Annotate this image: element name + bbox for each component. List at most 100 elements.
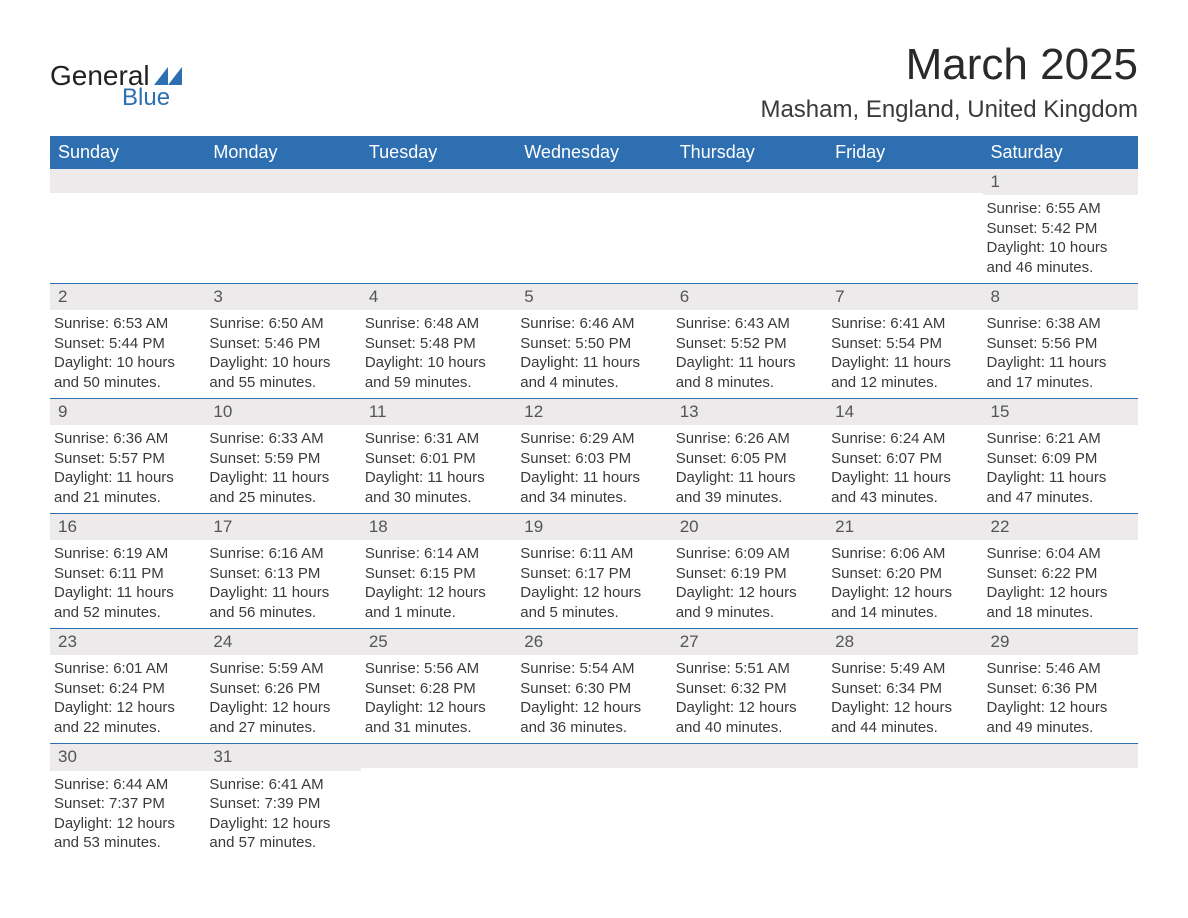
sunrise-line: Sunrise: 5:59 AM xyxy=(209,659,356,679)
daylight-line: Daylight: 12 hours and 49 minutes. xyxy=(987,698,1134,737)
day-cell: 28Sunrise: 5:49 AMSunset: 6:34 PMDayligh… xyxy=(827,629,982,743)
daylight-line: Daylight: 11 hours and 43 minutes. xyxy=(831,468,978,507)
sunset-line: Sunset: 7:37 PM xyxy=(54,794,201,814)
daylight-line: Daylight: 10 hours and 59 minutes. xyxy=(365,353,512,392)
daylight-line: Daylight: 10 hours and 55 minutes. xyxy=(209,353,356,392)
day-cell-empty xyxy=(50,169,205,283)
day-cell: 14Sunrise: 6:24 AMSunset: 6:07 PMDayligh… xyxy=(827,399,982,513)
sunrise-line: Sunrise: 6:11 AM xyxy=(520,544,667,564)
daylight-line: Daylight: 12 hours and 57 minutes. xyxy=(209,814,356,853)
logo: General Blue xyxy=(50,60,182,112)
day-number: 11 xyxy=(361,399,516,425)
day-cell: 21Sunrise: 6:06 AMSunset: 6:20 PMDayligh… xyxy=(827,514,982,628)
day-cell: 12Sunrise: 6:29 AMSunset: 6:03 PMDayligh… xyxy=(516,399,671,513)
sunrise-line: Sunrise: 5:46 AM xyxy=(987,659,1134,679)
day-number: 2 xyxy=(50,284,205,310)
daylight-line: Daylight: 12 hours and 36 minutes. xyxy=(520,698,667,737)
sunset-line: Sunset: 5:56 PM xyxy=(987,334,1134,354)
day-number xyxy=(361,169,516,193)
sunrise-line: Sunrise: 6:04 AM xyxy=(987,544,1134,564)
day-cell: 18Sunrise: 6:14 AMSunset: 6:15 PMDayligh… xyxy=(361,514,516,628)
logo-shape-icon xyxy=(154,65,182,85)
daylight-line: Daylight: 11 hours and 8 minutes. xyxy=(676,353,823,392)
sunset-line: Sunset: 6:20 PM xyxy=(831,564,978,584)
sunset-line: Sunset: 5:48 PM xyxy=(365,334,512,354)
day-cell: 30Sunrise: 6:44 AMSunset: 7:37 PMDayligh… xyxy=(50,744,205,858)
sunrise-line: Sunrise: 6:53 AM xyxy=(54,314,201,334)
sunset-line: Sunset: 6:11 PM xyxy=(54,564,201,584)
day-number: 30 xyxy=(50,744,205,770)
daylight-line: Daylight: 11 hours and 21 minutes. xyxy=(54,468,201,507)
sunrise-line: Sunrise: 5:49 AM xyxy=(831,659,978,679)
day-cell: 3Sunrise: 6:50 AMSunset: 5:46 PMDaylight… xyxy=(205,284,360,398)
weekday-header-row: SundayMondayTuesdayWednesdayThursdayFrid… xyxy=(50,136,1138,169)
day-number xyxy=(672,744,827,768)
day-number: 16 xyxy=(50,514,205,540)
day-cell: 10Sunrise: 6:33 AMSunset: 5:59 PMDayligh… xyxy=(205,399,360,513)
day-cell: 1Sunrise: 6:55 AMSunset: 5:42 PMDaylight… xyxy=(983,169,1138,283)
day-cell: 24Sunrise: 5:59 AMSunset: 6:26 PMDayligh… xyxy=(205,629,360,743)
week-row: 30Sunrise: 6:44 AMSunset: 7:37 PMDayligh… xyxy=(50,743,1138,858)
day-cell: 8Sunrise: 6:38 AMSunset: 5:56 PMDaylight… xyxy=(983,284,1138,398)
day-number xyxy=(205,169,360,193)
day-cell: 26Sunrise: 5:54 AMSunset: 6:30 PMDayligh… xyxy=(516,629,671,743)
day-number: 28 xyxy=(827,629,982,655)
day-number xyxy=(827,169,982,193)
week-row: 23Sunrise: 6:01 AMSunset: 6:24 PMDayligh… xyxy=(50,628,1138,743)
day-cell-empty xyxy=(516,744,671,858)
day-cell: 13Sunrise: 6:26 AMSunset: 6:05 PMDayligh… xyxy=(672,399,827,513)
day-cell: 17Sunrise: 6:16 AMSunset: 6:13 PMDayligh… xyxy=(205,514,360,628)
daylight-line: Daylight: 11 hours and 17 minutes. xyxy=(987,353,1134,392)
daylight-line: Daylight: 12 hours and 5 minutes. xyxy=(520,583,667,622)
title-block: March 2025 Masham, England, United Kingd… xyxy=(760,40,1138,124)
day-number: 13 xyxy=(672,399,827,425)
sunset-line: Sunset: 6:15 PM xyxy=(365,564,512,584)
day-cell: 20Sunrise: 6:09 AMSunset: 6:19 PMDayligh… xyxy=(672,514,827,628)
sunset-line: Sunset: 6:03 PM xyxy=(520,449,667,469)
day-cell: 9Sunrise: 6:36 AMSunset: 5:57 PMDaylight… xyxy=(50,399,205,513)
daylight-line: Daylight: 12 hours and 22 minutes. xyxy=(54,698,201,737)
sunrise-line: Sunrise: 6:06 AM xyxy=(831,544,978,564)
sunrise-line: Sunrise: 5:56 AM xyxy=(365,659,512,679)
daylight-line: Daylight: 10 hours and 50 minutes. xyxy=(54,353,201,392)
sunrise-line: Sunrise: 6:46 AM xyxy=(520,314,667,334)
weekday-header: Saturday xyxy=(983,136,1138,169)
sunrise-line: Sunrise: 6:16 AM xyxy=(209,544,356,564)
day-number xyxy=(516,169,671,193)
sunset-line: Sunset: 6:19 PM xyxy=(676,564,823,584)
weekday-header: Sunday xyxy=(50,136,205,169)
daylight-line: Daylight: 11 hours and 39 minutes. xyxy=(676,468,823,507)
sunrise-line: Sunrise: 6:55 AM xyxy=(987,199,1134,219)
week-row: 16Sunrise: 6:19 AMSunset: 6:11 PMDayligh… xyxy=(50,513,1138,628)
day-cell-empty xyxy=(672,169,827,283)
weeks-container: 1Sunrise: 6:55 AMSunset: 5:42 PMDaylight… xyxy=(50,169,1138,859)
sunrise-line: Sunrise: 5:51 AM xyxy=(676,659,823,679)
weekday-header: Thursday xyxy=(672,136,827,169)
daylight-line: Daylight: 12 hours and 53 minutes. xyxy=(54,814,201,853)
day-number: 17 xyxy=(205,514,360,540)
sunrise-line: Sunrise: 5:54 AM xyxy=(520,659,667,679)
day-cell-empty xyxy=(516,169,671,283)
day-number: 8 xyxy=(983,284,1138,310)
sunset-line: Sunset: 5:52 PM xyxy=(676,334,823,354)
sunrise-line: Sunrise: 6:50 AM xyxy=(209,314,356,334)
header-row: General Blue March 2025 Masham, England,… xyxy=(50,40,1138,124)
day-number xyxy=(983,744,1138,768)
sunset-line: Sunset: 5:44 PM xyxy=(54,334,201,354)
sunrise-line: Sunrise: 6:43 AM xyxy=(676,314,823,334)
daylight-line: Daylight: 12 hours and 27 minutes. xyxy=(209,698,356,737)
week-row: 9Sunrise: 6:36 AMSunset: 5:57 PMDaylight… xyxy=(50,398,1138,513)
daylight-line: Daylight: 11 hours and 12 minutes. xyxy=(831,353,978,392)
day-cell-empty xyxy=(672,744,827,858)
day-cell: 19Sunrise: 6:11 AMSunset: 6:17 PMDayligh… xyxy=(516,514,671,628)
day-number: 9 xyxy=(50,399,205,425)
day-number: 15 xyxy=(983,399,1138,425)
day-number: 18 xyxy=(361,514,516,540)
sunset-line: Sunset: 7:39 PM xyxy=(209,794,356,814)
daylight-line: Daylight: 12 hours and 40 minutes. xyxy=(676,698,823,737)
day-cell: 7Sunrise: 6:41 AMSunset: 5:54 PMDaylight… xyxy=(827,284,982,398)
daylight-line: Daylight: 11 hours and 25 minutes. xyxy=(209,468,356,507)
day-number: 14 xyxy=(827,399,982,425)
day-number: 31 xyxy=(205,744,360,770)
location: Masham, England, United Kingdom xyxy=(760,96,1138,124)
